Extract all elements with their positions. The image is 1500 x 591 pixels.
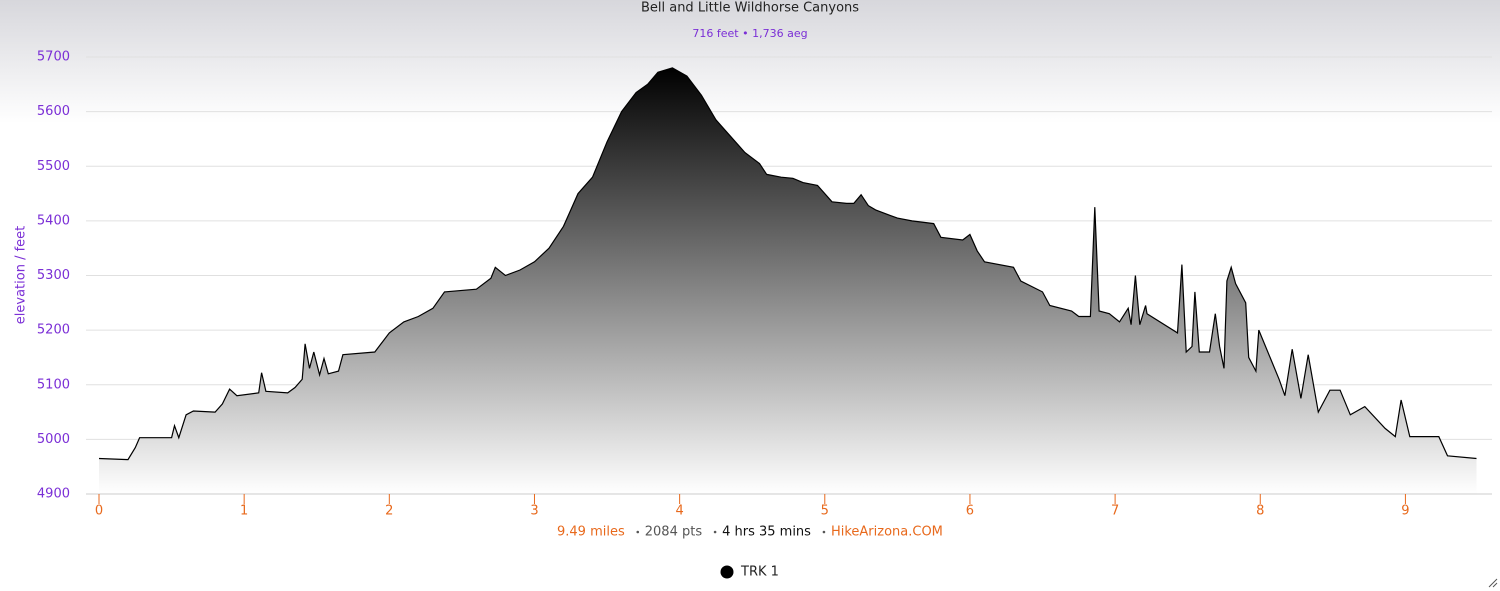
- separator-dot: [822, 530, 826, 534]
- footer-item: 4 hrs 35 mins: [722, 525, 811, 540]
- y-tick-label: 5400: [37, 213, 70, 228]
- x-tick-label: 8: [1256, 504, 1264, 519]
- x-tick-label: 6: [966, 504, 974, 519]
- y-tick-label: 5100: [37, 377, 70, 392]
- y-tick-label: 5200: [37, 323, 70, 338]
- x-tick-label: 0: [95, 504, 103, 519]
- y-tick-label: 4900: [37, 487, 70, 502]
- chart-subtitle: 716 feet • 1,736 aeg: [692, 27, 807, 40]
- footer-item: 9.49 miles: [557, 525, 625, 540]
- chart-title: Bell and Little Wildhorse Canyons: [641, 1, 859, 16]
- x-tick-label: 2: [385, 504, 393, 519]
- footer: 9.49 miles 2084 pts 4 hrs 35 mins HikeArizo…: [557, 525, 943, 540]
- footer-item: 2084 pts: [645, 525, 703, 540]
- x-tick-label: 4: [675, 504, 683, 519]
- y-tick-label: 5700: [37, 50, 70, 65]
- x-tick-label: 7: [1111, 504, 1119, 519]
- x-tick-label: 3: [530, 504, 538, 519]
- elevation-line: [98, 67, 1477, 461]
- x-tick-label: 5: [821, 504, 829, 519]
- legend-label[interactable]: TRK 1: [740, 565, 779, 580]
- y-axis-label: elevation / feet: [14, 226, 29, 324]
- y-tick-label: 5000: [37, 432, 70, 447]
- area-fill: [99, 67, 1477, 495]
- separator-dot: [636, 530, 640, 534]
- x-tick-label: 9: [1401, 504, 1409, 519]
- separator-dot: [713, 530, 717, 534]
- footer-item: HikeArizona.COM: [831, 525, 943, 540]
- legend-symbol: [720, 565, 734, 579]
- x-tick-label: 1: [240, 504, 248, 519]
- resize-handle: [1488, 578, 1498, 588]
- y-tick-label: 5300: [37, 268, 70, 283]
- y-tick-label: 5500: [37, 159, 70, 174]
- y-tick-label: 5600: [37, 104, 70, 119]
